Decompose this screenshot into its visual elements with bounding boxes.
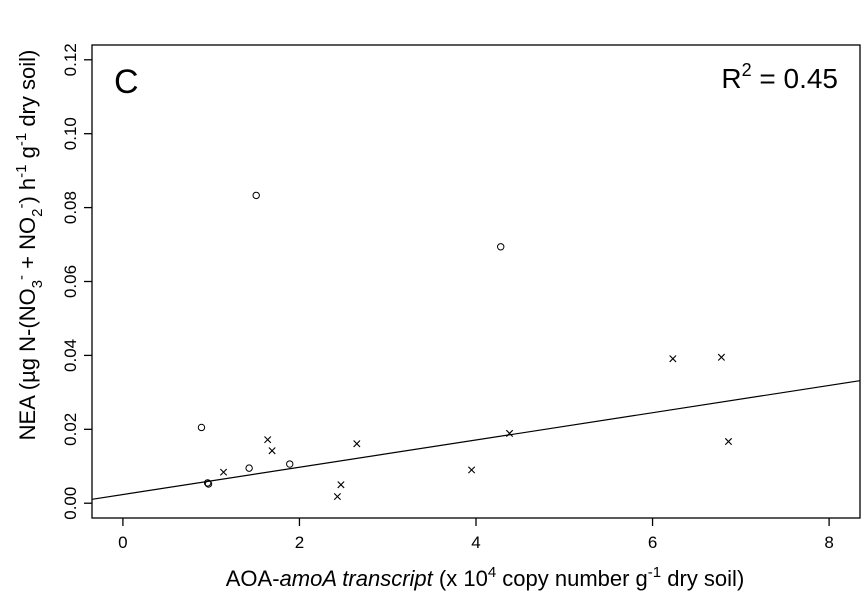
y-tick-label: 0.10 <box>61 117 80 150</box>
x-axis: 0 2 4 6 8 <box>118 518 834 552</box>
x-tick-label: 6 <box>648 533 657 552</box>
cross-point <box>467 466 476 474</box>
data-points <box>197 191 733 501</box>
y-title-sup2: - <box>13 204 30 209</box>
y-title-sub2: 2 <box>29 209 46 217</box>
r-squared-annotation: R2 = 0.45 <box>721 60 838 94</box>
cross-point <box>353 440 361 448</box>
circle-point <box>286 460 294 468</box>
x-title-italic: amoA transcript <box>280 566 434 591</box>
x-tick-label: 4 <box>471 533 480 552</box>
x-title-post3: dry soil) <box>661 566 744 591</box>
r2-prefix: R <box>721 63 741 94</box>
y-title-p3: ) h <box>15 178 40 204</box>
circle-point <box>497 243 505 251</box>
y-tick-label: 0.00 <box>61 487 80 520</box>
y-title-p2: + NO <box>15 217 40 275</box>
circle-point <box>203 479 212 487</box>
cross-point <box>219 468 228 476</box>
x-axis-title: AOA-amoA transcript (x 104 copy number g… <box>226 564 745 591</box>
y-title-sup1: - <box>13 275 30 280</box>
r2-superscript: 2 <box>742 60 752 80</box>
x-title-pre: AOA- <box>226 566 280 591</box>
circle-point <box>245 464 253 472</box>
y-title-sub1: 3 <box>29 280 46 288</box>
r2-value: = 0.45 <box>752 63 838 94</box>
y-tick-label: 0.02 <box>61 413 80 446</box>
cross-point <box>268 447 276 455</box>
x-title-sup2: -1 <box>648 564 661 581</box>
y-title-sup4: -1 <box>13 133 30 146</box>
cross-point <box>505 429 514 437</box>
circle-point <box>252 191 260 200</box>
panel-label: C <box>114 63 139 101</box>
cross-point <box>264 436 272 444</box>
y-axis-title: NEA (µg N-(NO3- + NO2-) h-1 g-1 dry soil… <box>13 50 46 441</box>
regression-line <box>91 380 861 500</box>
circle-point <box>197 423 206 432</box>
regression-line-group <box>91 380 861 500</box>
x-title-sup: 4 <box>488 564 496 581</box>
cross-point <box>337 481 345 489</box>
y-tick-label: 0.08 <box>61 191 80 224</box>
y-tick-label: 0.06 <box>61 265 80 298</box>
x-tick-label: 0 <box>118 533 127 552</box>
x-tick-label: 2 <box>295 533 304 552</box>
plot-border <box>91 44 861 519</box>
cross-point <box>669 355 677 363</box>
y-tick-label: 0.04 <box>61 339 80 372</box>
y-title-p4: g <box>15 146 40 164</box>
circle-point <box>204 480 213 488</box>
y-title-p5: dry soil) <box>15 50 40 133</box>
plot-frame <box>91 44 861 519</box>
y-axis: 0.00 0.02 0.04 0.06 0.08 0.10 0.12 <box>61 43 92 520</box>
x-title-post1: (x 10 <box>433 566 488 591</box>
cross-point <box>333 492 341 501</box>
y-tick-label: 0.12 <box>61 43 80 76</box>
y-title-sup3: -1 <box>13 165 30 178</box>
cross-point <box>717 353 725 361</box>
y-title-p1: NEA (µg N-(NO <box>15 288 40 440</box>
x-tick-label: 8 <box>824 533 833 552</box>
cross-point <box>724 437 733 446</box>
x-title-post2: copy number g <box>496 566 648 591</box>
